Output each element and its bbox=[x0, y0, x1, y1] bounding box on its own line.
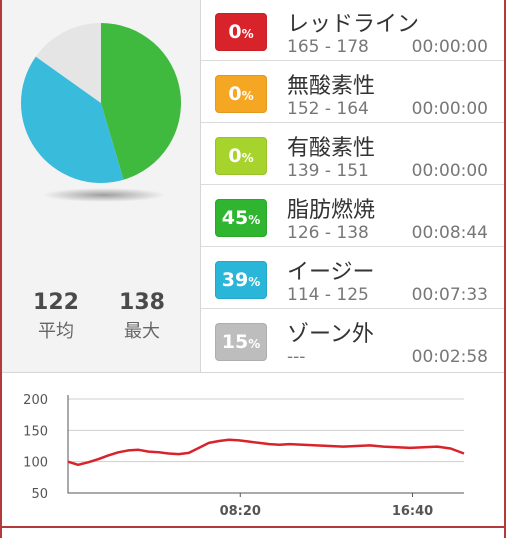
zone-name: 有酸素性 bbox=[287, 136, 376, 161]
pie-slice-easy bbox=[20, 56, 124, 184]
zone-badge: 45% bbox=[215, 199, 267, 237]
zone-range: 152 - 164 bbox=[287, 99, 369, 119]
zone-pie-chart bbox=[20, 22, 182, 184]
hr-line-chart: 200 150 100 50 08:20 16:40 bbox=[23, 393, 465, 519]
zone-badge: 0% bbox=[215, 137, 267, 175]
zone-row-redline[interactable]: 0% レッドライン 165 - 178 00:00:00 bbox=[201, 0, 504, 61]
zone-row-fat-burn[interactable]: 45% 脂肪燃焼 126 - 138 00:08:44 bbox=[201, 186, 504, 247]
zone-range: 139 - 151 bbox=[287, 161, 369, 181]
zone-badge: 0% bbox=[215, 13, 267, 51]
max-stat: 138 最大 bbox=[102, 290, 182, 343]
zone-badge: 15% bbox=[215, 323, 267, 361]
y-tick-label: 100 bbox=[23, 456, 48, 471]
zone-name: イージー bbox=[287, 260, 375, 285]
zone-name: レッドライン bbox=[287, 12, 420, 37]
zone-name: 無酸素性 bbox=[287, 74, 376, 99]
bottom-border bbox=[0, 526, 506, 528]
zone-time: 00:02:58 bbox=[411, 347, 488, 367]
pie-gloss bbox=[21, 23, 181, 183]
zone-time: 00:07:33 bbox=[411, 285, 488, 305]
avg-stat: 122 平均 bbox=[16, 290, 96, 343]
avg-label: 平均 bbox=[38, 321, 74, 342]
zone-row-anaerobic[interactable]: 0% 無酸素性 152 - 164 00:00:00 bbox=[201, 62, 504, 123]
x-tick-label: 16:40 bbox=[392, 504, 433, 519]
y-tick-label: 150 bbox=[23, 424, 48, 439]
zone-row-out-of-zone[interactable]: 15% ゾーン外 --- 00:02:58 bbox=[201, 310, 504, 371]
zone-row-aerobic[interactable]: 0% 有酸素性 139 - 151 00:00:00 bbox=[201, 124, 504, 185]
pie-slice-out-of-zone bbox=[35, 23, 101, 103]
zone-range: --- bbox=[287, 347, 306, 367]
max-value: 138 bbox=[119, 290, 165, 315]
pie-slice-fat-burn bbox=[101, 23, 181, 180]
zone-range: 126 - 138 bbox=[287, 223, 369, 243]
summary-panel: 122 平均 138 最大 bbox=[2, 0, 200, 372]
panel-divider bbox=[200, 0, 201, 372]
zone-time: 00:00:00 bbox=[411, 161, 488, 181]
y-tick-label: 200 bbox=[23, 393, 48, 408]
chart-axes bbox=[67, 395, 464, 494]
zone-row-easy[interactable]: 39% イージー 114 - 125 00:07:33 bbox=[201, 248, 504, 309]
pie-shadow bbox=[42, 188, 166, 202]
zone-range: 114 - 125 bbox=[287, 285, 369, 305]
zone-badge: 0% bbox=[215, 75, 267, 113]
heart-rate-chart: 200 150 100 50 08:20 16:40 bbox=[2, 372, 504, 541]
zone-badge: 39% bbox=[215, 261, 267, 299]
avg-value: 122 bbox=[33, 290, 79, 315]
zone-time: 00:00:00 bbox=[411, 37, 488, 57]
heart-rate-line bbox=[67, 438, 465, 467]
zone-name: ゾーン外 bbox=[287, 322, 374, 347]
max-label: 最大 bbox=[124, 321, 160, 342]
zone-range: 165 - 178 bbox=[287, 37, 369, 57]
zone-name: 脂肪燃焼 bbox=[287, 198, 376, 223]
zone-list: 0% レッドライン 165 - 178 00:00:00 0% 無酸素性 152… bbox=[201, 0, 504, 372]
y-tick-label: 50 bbox=[31, 487, 48, 502]
zone-time: 00:00:00 bbox=[411, 99, 488, 119]
zone-time: 00:08:44 bbox=[411, 223, 488, 243]
x-tick-label: 08:20 bbox=[220, 504, 261, 519]
